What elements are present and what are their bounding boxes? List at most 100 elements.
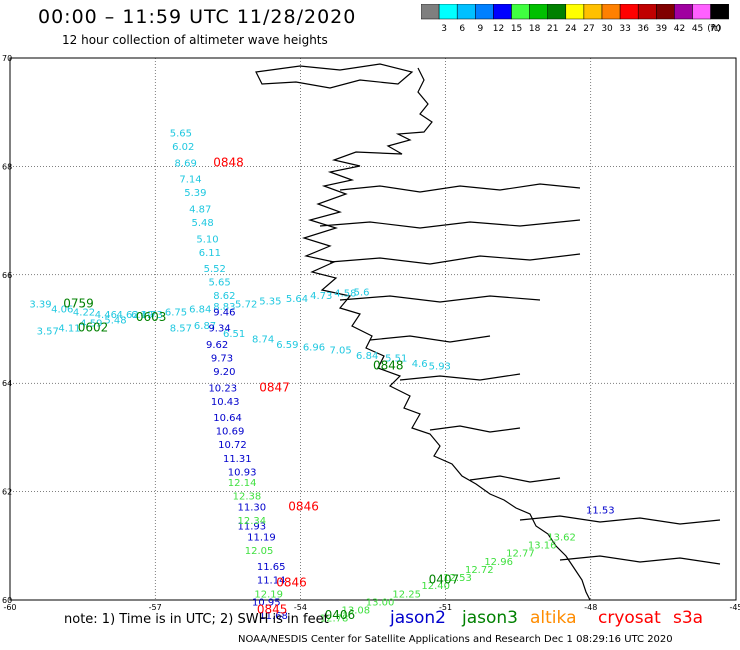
- wave-height-value: 11.53: [586, 505, 615, 516]
- wave-height-value: 6.02: [172, 142, 194, 153]
- wave-height-value: 4.58: [334, 288, 356, 299]
- wave-height-value: 7.05: [329, 345, 351, 356]
- lat-tick-label: 66: [2, 271, 12, 280]
- wave-height-value: 11.31: [223, 454, 252, 465]
- wave-height-value: 5.35: [259, 297, 281, 308]
- wave-height-value: 13.62: [547, 532, 576, 543]
- wave-height-value: 12.34: [237, 516, 266, 527]
- wave-height-value: 6.75: [165, 307, 187, 318]
- coastline-main: [301, 67, 591, 601]
- lon-tick-label: -51: [439, 603, 452, 612]
- colorbar-label: 70: [710, 24, 722, 34]
- lat-tick-label: 60: [2, 596, 12, 605]
- wave-height-value: 4.73: [310, 291, 332, 302]
- wave-height-value: 4.59: [80, 318, 102, 329]
- wave-height-value: 10.69: [216, 427, 245, 438]
- pass-time-label: 0407: [429, 573, 460, 587]
- wave-height-value: 5.10: [196, 234, 218, 245]
- fjord-5: [369, 335, 491, 343]
- pass-time-label: 0759: [63, 296, 94, 310]
- fjord-1: [339, 183, 581, 193]
- fjord-4: [339, 295, 541, 303]
- wave-height-value: 3.39: [29, 299, 51, 310]
- fjord-6: [399, 373, 521, 381]
- wave-height-value: 5.65: [208, 278, 230, 289]
- legend-altika: altika: [530, 608, 577, 628]
- colorbar-unit: (ft): [707, 24, 721, 34]
- wave-height-value: 6.51: [223, 329, 245, 340]
- wave-height-value: 9.20: [213, 367, 235, 378]
- wave-height-value: 9.46: [213, 307, 235, 318]
- wave-height-value: 12.14: [228, 478, 257, 489]
- wave-height-value: 13.16: [528, 541, 557, 552]
- page-title: 00:00 – 11:59 UTC 11/28/2020: [38, 6, 357, 28]
- wave-height-value: 5.52: [204, 264, 226, 275]
- wave-height-value: 4.11: [58, 324, 80, 335]
- footnote: note: 1) Time is in UTC; 2) SWH is in fe…: [64, 612, 329, 627]
- legend-jason3: jason3: [462, 608, 518, 628]
- wave-height-value: 5.39: [184, 188, 206, 199]
- pass-time-label: 0848: [373, 359, 404, 373]
- wave-height-value: 8.57: [170, 324, 192, 335]
- colorbar-label: 36: [638, 24, 650, 34]
- wave-height-value: 6.59: [276, 340, 298, 351]
- fjord-2: [319, 219, 581, 229]
- island-disko: [255, 63, 414, 89]
- wave-height-value: 12.72: [465, 565, 494, 576]
- wave-height-value: 13.08: [342, 606, 371, 617]
- wave-height-value: 4.6: [412, 359, 428, 370]
- wave-height-value: 11.14: [257, 576, 286, 587]
- lat-tick-label: 64: [2, 379, 12, 388]
- lon-tick-label: -57: [149, 603, 162, 612]
- pass-time-label: 0406: [325, 608, 356, 622]
- wave-height-value: 5.72: [235, 299, 257, 310]
- wave-height-value: 12.78: [320, 614, 349, 625]
- wave-height-value: 11.30: [237, 503, 266, 514]
- wave-height-value: 4.87: [189, 204, 211, 215]
- lon-tick-label: -54: [294, 603, 307, 612]
- pass-time-label: 0846: [288, 500, 319, 514]
- wave-height-value: 10.72: [218, 440, 247, 451]
- pass-time-label: 0847: [259, 380, 290, 394]
- pass-time-label: 0603: [136, 310, 167, 324]
- legend-cryosat: cryosat: [598, 608, 661, 628]
- fjord-10: [559, 555, 721, 565]
- lat-tick-label: 70: [2, 54, 12, 63]
- colorbar-label: 42: [674, 24, 685, 34]
- colorbar: 3 6 9 12 15 18 21 24 27 30 33 36 39 42 45 70(ft): [421, 4, 729, 34]
- wave-height-value: 6.87: [194, 321, 216, 332]
- fjord-9: [519, 515, 721, 525]
- wave-height-value: 12.77: [506, 549, 535, 560]
- wave-height-value: 9.73: [211, 354, 233, 365]
- wave-height-value: 11.19: [247, 532, 276, 543]
- wave-height-value: 12.19: [254, 589, 283, 600]
- fjord-8: [469, 475, 561, 483]
- wave-height-value: 11.65: [257, 562, 286, 573]
- wave-height-value: 5.48: [192, 218, 214, 229]
- wave-height-value: 6.96: [303, 343, 325, 354]
- wave-height-value: 12.25: [392, 589, 421, 600]
- wave-height-value: 8.69: [175, 158, 197, 169]
- colorbar-swatch: [710, 4, 729, 20]
- wave-height-value: 10.43: [211, 397, 240, 408]
- map-grid: -60 -57 -54 -51 -48 -45 70 68 66 64 62 60: [2, 54, 740, 612]
- wave-height-value: 12.38: [233, 492, 262, 503]
- lat-tick-label: 68: [2, 162, 12, 171]
- wave-height-value: 8.62: [213, 291, 235, 302]
- colorbar-label: 45: [692, 24, 703, 34]
- wave-height-value: 5.48: [104, 316, 126, 327]
- wave-height-value: 12.96: [484, 557, 513, 568]
- colorbar-label: 39: [656, 24, 668, 34]
- legend-s3a: s3a: [673, 608, 704, 628]
- wave-height-value: 12.53: [443, 573, 472, 584]
- wave-height-value: 3.57: [37, 326, 59, 337]
- pass-time-label: 0602: [78, 321, 109, 335]
- wave-height-value: 9.62: [206, 340, 228, 351]
- greenland-coastline: [255, 63, 721, 601]
- wave-height-value: 6.11: [199, 248, 221, 259]
- fjord-3: [329, 253, 581, 265]
- wave-height-value: 5.51: [385, 354, 407, 365]
- credit-line: NOAA/NESDIS Center for Satellite Applica…: [238, 634, 673, 645]
- fjord-7: [429, 425, 521, 433]
